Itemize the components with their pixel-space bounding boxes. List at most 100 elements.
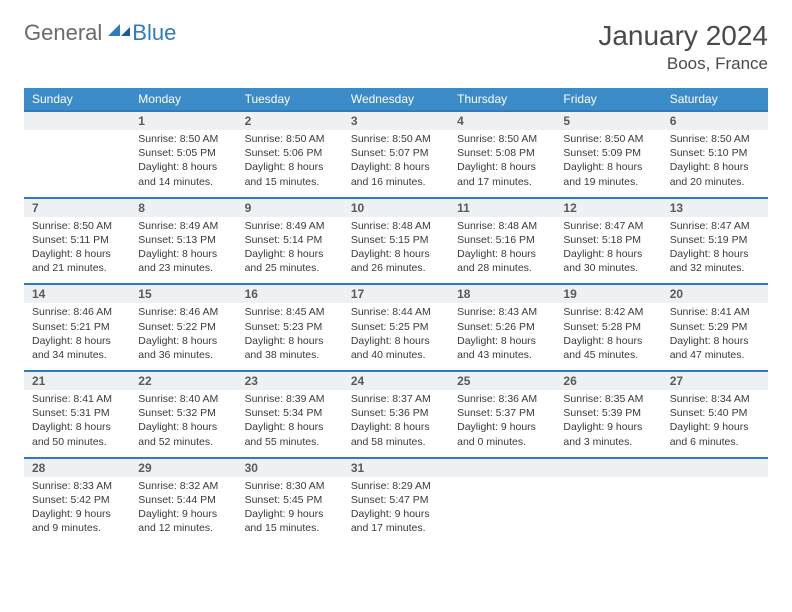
calendar-page: General Blue January 2024 Boos, France S…	[0, 0, 792, 563]
day-content-row: Sunrise: 8:50 AMSunset: 5:11 PMDaylight:…	[24, 217, 768, 285]
sunrise-text: Sunrise: 8:33 AM	[32, 479, 122, 493]
day-number-cell: 15	[130, 284, 236, 303]
daylight-text: Daylight: 8 hours and 45 minutes.	[563, 334, 653, 362]
day-number-cell	[24, 111, 130, 130]
sunrise-text: Sunrise: 8:39 AM	[245, 392, 335, 406]
daylight-text: Daylight: 8 hours and 25 minutes.	[245, 247, 335, 275]
daylight-text: Daylight: 9 hours and 6 minutes.	[670, 420, 760, 448]
sunrise-text: Sunrise: 8:34 AM	[670, 392, 760, 406]
day-content-cell: Sunrise: 8:46 AMSunset: 5:22 PMDaylight:…	[130, 303, 236, 371]
daylight-text: Daylight: 8 hours and 58 minutes.	[351, 420, 441, 448]
day-number-cell: 3	[343, 111, 449, 130]
day-number-cell: 30	[237, 458, 343, 477]
daylight-text: Daylight: 8 hours and 38 minutes.	[245, 334, 335, 362]
daylight-text: Daylight: 8 hours and 34 minutes.	[32, 334, 122, 362]
day-content-cell: Sunrise: 8:35 AMSunset: 5:39 PMDaylight:…	[555, 390, 661, 458]
daylight-text: Daylight: 8 hours and 26 minutes.	[351, 247, 441, 275]
day-number-cell	[662, 458, 768, 477]
daylight-text: Daylight: 8 hours and 28 minutes.	[457, 247, 547, 275]
day-content-cell: Sunrise: 8:50 AMSunset: 5:11 PMDaylight:…	[24, 217, 130, 285]
sunrise-text: Sunrise: 8:42 AM	[563, 305, 653, 319]
day-content-cell	[555, 477, 661, 544]
daylight-text: Daylight: 8 hours and 14 minutes.	[138, 160, 228, 188]
day-number-cell: 21	[24, 371, 130, 390]
sunset-text: Sunset: 5:11 PM	[32, 233, 122, 247]
sunrise-text: Sunrise: 8:46 AM	[138, 305, 228, 319]
daylight-text: Daylight: 8 hours and 55 minutes.	[245, 420, 335, 448]
day-content-cell: Sunrise: 8:46 AMSunset: 5:21 PMDaylight:…	[24, 303, 130, 371]
sunset-text: Sunset: 5:45 PM	[245, 493, 335, 507]
sunset-text: Sunset: 5:31 PM	[32, 406, 122, 420]
weekday-header: Tuesday	[237, 88, 343, 111]
sunset-text: Sunset: 5:37 PM	[457, 406, 547, 420]
sunset-text: Sunset: 5:29 PM	[670, 320, 760, 334]
day-content-row: Sunrise: 8:50 AMSunset: 5:05 PMDaylight:…	[24, 130, 768, 198]
daylight-text: Daylight: 8 hours and 40 minutes.	[351, 334, 441, 362]
day-content-row: Sunrise: 8:33 AMSunset: 5:42 PMDaylight:…	[24, 477, 768, 544]
day-content-cell: Sunrise: 8:36 AMSunset: 5:37 PMDaylight:…	[449, 390, 555, 458]
sunrise-text: Sunrise: 8:46 AM	[32, 305, 122, 319]
sunrise-text: Sunrise: 8:32 AM	[138, 479, 228, 493]
logo-mark-icon	[108, 20, 130, 36]
day-number-cell: 19	[555, 284, 661, 303]
day-content-cell	[662, 477, 768, 544]
day-number-cell: 16	[237, 284, 343, 303]
daylight-text: Daylight: 8 hours and 52 minutes.	[138, 420, 228, 448]
daylight-text: Daylight: 8 hours and 47 minutes.	[670, 334, 760, 362]
weekday-header: Saturday	[662, 88, 768, 111]
sunrise-text: Sunrise: 8:50 AM	[351, 132, 441, 146]
daylight-text: Daylight: 8 hours and 17 minutes.	[457, 160, 547, 188]
day-number-cell: 20	[662, 284, 768, 303]
sunrise-text: Sunrise: 8:30 AM	[245, 479, 335, 493]
day-number-cell	[555, 458, 661, 477]
day-content-cell	[449, 477, 555, 544]
day-number-cell: 17	[343, 284, 449, 303]
day-content-cell: Sunrise: 8:50 AMSunset: 5:05 PMDaylight:…	[130, 130, 236, 198]
weekday-header: Monday	[130, 88, 236, 111]
day-content-cell: Sunrise: 8:29 AMSunset: 5:47 PMDaylight:…	[343, 477, 449, 544]
brand-logo: General Blue	[24, 20, 176, 46]
weekday-header: Thursday	[449, 88, 555, 111]
daylight-text: Daylight: 9 hours and 15 minutes.	[245, 507, 335, 535]
day-number-cell: 1	[130, 111, 236, 130]
sunrise-text: Sunrise: 8:50 AM	[138, 132, 228, 146]
daylight-text: Daylight: 8 hours and 30 minutes.	[563, 247, 653, 275]
daylight-text: Daylight: 9 hours and 17 minutes.	[351, 507, 441, 535]
day-number-cell: 5	[555, 111, 661, 130]
daylight-text: Daylight: 8 hours and 21 minutes.	[32, 247, 122, 275]
sunrise-text: Sunrise: 8:37 AM	[351, 392, 441, 406]
day-number-row: 78910111213	[24, 198, 768, 217]
day-content-cell: Sunrise: 8:32 AMSunset: 5:44 PMDaylight:…	[130, 477, 236, 544]
day-number-row: 123456	[24, 111, 768, 130]
day-number-cell: 24	[343, 371, 449, 390]
day-number-cell: 6	[662, 111, 768, 130]
sunrise-text: Sunrise: 8:45 AM	[245, 305, 335, 319]
sunset-text: Sunset: 5:07 PM	[351, 146, 441, 160]
sunset-text: Sunset: 5:36 PM	[351, 406, 441, 420]
day-number-cell: 29	[130, 458, 236, 477]
sunset-text: Sunset: 5:19 PM	[670, 233, 760, 247]
day-number-cell: 18	[449, 284, 555, 303]
day-content-row: Sunrise: 8:41 AMSunset: 5:31 PM Daylight:…	[24, 390, 768, 458]
day-content-cell: Sunrise: 8:48 AMSunset: 5:16 PMDaylight:…	[449, 217, 555, 285]
sunrise-text: Sunrise: 8:41 AM	[32, 392, 122, 406]
day-number-cell: 7	[24, 198, 130, 217]
day-content-cell: Sunrise: 8:30 AMSunset: 5:45 PMDaylight:…	[237, 477, 343, 544]
day-number-cell: 25	[449, 371, 555, 390]
weekday-header: Friday	[555, 88, 661, 111]
month-title: January 2024	[598, 20, 768, 52]
weekday-header-row: Sunday Monday Tuesday Wednesday Thursday…	[24, 88, 768, 111]
sunset-text: Sunset: 5:26 PM	[457, 320, 547, 334]
day-number-cell: 27	[662, 371, 768, 390]
sunrise-text: Sunrise: 8:50 AM	[245, 132, 335, 146]
daylight-text: Daylight: 8 hours and 16 minutes.	[351, 160, 441, 188]
day-number-cell: 23	[237, 371, 343, 390]
day-number-cell: 26	[555, 371, 661, 390]
day-content-cell	[24, 130, 130, 198]
day-content-cell: Sunrise: 8:49 AMSunset: 5:13 PMDaylight:…	[130, 217, 236, 285]
sunrise-text: Sunrise: 8:49 AM	[245, 219, 335, 233]
day-content-cell: Sunrise: 8:44 AMSunset: 5:25 PMDaylight:…	[343, 303, 449, 371]
day-number-row: 28293031	[24, 458, 768, 477]
daylight-text: Daylight: 9 hours and 0 minutes.	[457, 420, 547, 448]
day-number-cell: 8	[130, 198, 236, 217]
